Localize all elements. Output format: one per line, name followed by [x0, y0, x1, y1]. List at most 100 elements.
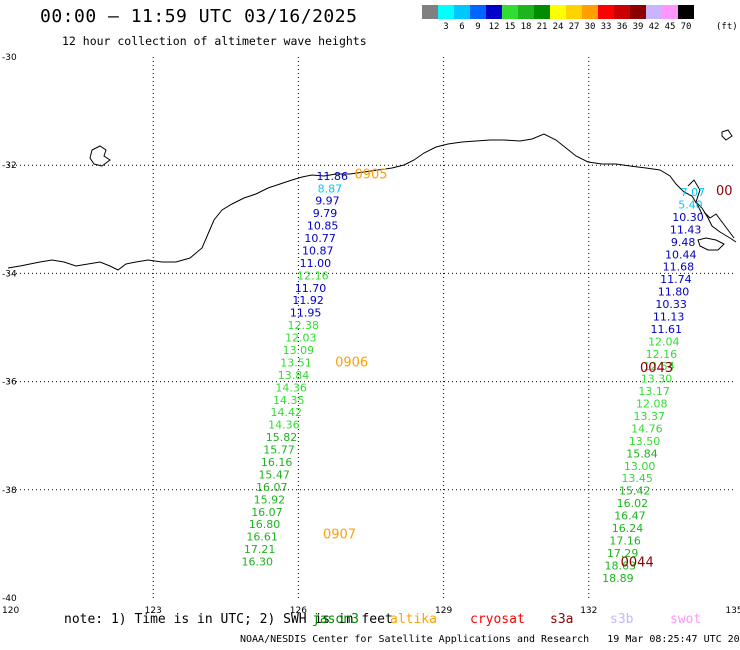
pass-time-label: 0905	[354, 168, 387, 183]
scale-tick-label: 15	[504, 22, 516, 32]
wave-height-value: 11.43	[670, 223, 702, 236]
wave-height-value: 11.86	[317, 170, 349, 183]
wave-height-value: 15.77	[263, 444, 295, 457]
lat-tick-label: -32	[2, 161, 17, 171]
wave-height-value: 12.08	[636, 398, 668, 411]
wave-height-value: 12.54	[643, 360, 675, 373]
lat-tick-label: -40	[2, 594, 17, 604]
wave-height-value: 14.36	[275, 381, 307, 394]
footnote: note: 1) Time is in UTC; 2) SWH is in fe…	[64, 612, 393, 627]
lat-lon-grid	[8, 57, 734, 598]
lon-tick-label: 129	[435, 606, 452, 616]
wave-height-value: 11.80	[658, 286, 690, 299]
wave-height-value: 16.61	[246, 531, 278, 544]
wave-height-value: 8.87	[318, 182, 343, 195]
wave-height-value: 10.77	[304, 232, 336, 245]
wave-height-value: 14.36	[268, 419, 300, 432]
wave-height-value: 17.21	[244, 543, 276, 556]
scale-tick-label: 18	[520, 22, 532, 32]
wave-height-value: 16.07	[256, 481, 288, 494]
scale-unit: (ft)	[716, 22, 738, 32]
pass-time-label: 0044	[621, 556, 654, 571]
wave-height-value: 16.07	[251, 506, 283, 519]
scale-tick-label: 3	[443, 22, 449, 32]
wave-height-value: 14.35	[273, 394, 305, 407]
scale-swatch	[566, 5, 582, 19]
scale-swatch	[662, 5, 678, 19]
scale-tick-label: 9	[475, 22, 481, 32]
scale-swatch	[614, 5, 630, 19]
wave-height-value: 7.07	[681, 186, 706, 199]
wave-height-value: 16.02	[617, 497, 649, 510]
scale-swatch	[630, 5, 646, 19]
wave-height-value: 18.63	[605, 559, 637, 572]
lon-tick-label: 123	[145, 606, 162, 616]
scale-swatch	[582, 5, 598, 19]
wave-height-value: 10.33	[655, 298, 687, 311]
scale-tick-label: 39	[632, 22, 644, 32]
australia-south-coastline	[7, 133, 703, 271]
scale-swatch	[518, 5, 534, 19]
map-subtitle: 12 hour collection of altimeter wave hei…	[62, 34, 367, 48]
wave-height-value: 14.42	[271, 406, 303, 419]
wave-height-value: 12.16	[297, 269, 329, 282]
wave-height-value: 12.03	[285, 332, 317, 345]
wave-height-value: 13.84	[278, 369, 310, 382]
wave-height-value: 11.61	[650, 323, 682, 336]
scale-tick-label: 36	[616, 22, 628, 32]
axis-labels: 120 123 126 129 132 135 -30 -32 -34 -36 -38 -40	[2, 53, 740, 616]
kangaroo-island	[697, 237, 725, 251]
wave-height-value: 11.68	[663, 261, 695, 274]
scale-swatch	[438, 5, 454, 19]
wave-height-value: 14.76	[631, 422, 663, 435]
wave-height-value: 13.45	[621, 472, 653, 485]
small-island-right	[721, 129, 733, 141]
wave-height-value: 10.44	[665, 248, 697, 261]
wave-height-value: 16.80	[249, 518, 281, 531]
wave-height-value: 11.70	[295, 282, 327, 295]
wave-height-value: 16.24	[612, 522, 644, 535]
map-title: 00:00 – 11:59 UTC 03/16/2025	[40, 6, 358, 27]
wave-height-value: 11.95	[290, 307, 322, 320]
wave-height-value: 9.97	[315, 195, 340, 208]
lat-tick-label: -38	[2, 486, 17, 496]
lon-tick-label: 126	[290, 606, 307, 616]
wave-height-value: 18.89	[602, 572, 634, 585]
lon-tick-label: 120	[2, 606, 19, 616]
wave-height-value: 13.51	[280, 356, 312, 369]
wave-height-value: 10.87	[302, 244, 334, 257]
scale-tick-label: 27	[568, 22, 580, 32]
wave-height-value: 16.30	[242, 556, 274, 569]
wave-height-value: 16.47	[614, 510, 646, 523]
scale-swatch	[678, 5, 694, 19]
wave-height-value: 11.74	[660, 273, 692, 286]
wave-height-value: 13.09	[283, 344, 315, 357]
wave-height-value: 11.13	[653, 310, 685, 323]
scale-swatch	[534, 5, 550, 19]
satellite-swot-label: swot	[670, 612, 702, 627]
wave-height-value: 9.79	[313, 207, 338, 220]
satellite-s3a-label: s3a	[550, 612, 574, 627]
lat-tick-label: -30	[2, 53, 17, 63]
pass-time-label: 0906	[335, 355, 368, 370]
scale-swatch	[422, 5, 438, 19]
wave-height-value: 13.17	[638, 385, 670, 398]
scale-swatch	[454, 5, 470, 19]
scale-tick-label: 12	[488, 22, 500, 32]
wave-height-value: 9.48	[671, 236, 696, 249]
lon-tick-label: 135	[725, 606, 740, 616]
pass-time-label: 0907	[323, 527, 356, 542]
yorke-peninsula	[703, 211, 735, 239]
wave-height-value: 13.30	[641, 373, 673, 386]
scale-tick-label: 33	[600, 22, 612, 32]
track-marks: 11.868.879.979.7910.8510.7710.8711.0012.…	[242, 168, 733, 585]
recherche-island	[89, 145, 111, 167]
wave-height-value: 15.92	[254, 493, 286, 506]
scale-tick-label: 21	[536, 22, 548, 32]
wave-height-value: 11.92	[292, 294, 324, 307]
scale-tick-label: 24	[552, 22, 564, 32]
wave-height-value: 12.04	[648, 335, 680, 348]
scale-tick-label: 30	[584, 22, 596, 32]
wave-height-value: 16.16	[261, 456, 293, 469]
scale-swatch	[598, 5, 614, 19]
